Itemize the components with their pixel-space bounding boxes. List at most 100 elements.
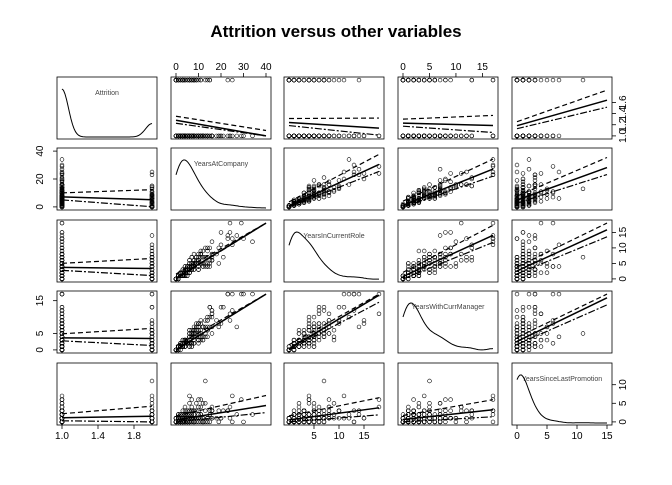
panel-YearsInCurrentRole-vs-YearsSinceLastPromotion [512,220,612,282]
data-point [515,78,519,82]
data-point [551,292,555,296]
data-point [377,134,381,138]
data-point [297,409,301,413]
data-point [533,246,537,250]
data-point [242,420,246,424]
panel-Attrition-vs-YearsSinceLastPromotion [512,77,612,139]
data-point [539,338,543,342]
data-point [174,134,178,138]
data-point [539,271,543,275]
data-point [188,401,192,405]
spread-line-upper [62,328,152,333]
regression-line [62,338,152,339]
data-point [342,394,346,398]
data-point [150,234,154,238]
data-point [327,194,331,198]
data-point [60,292,64,296]
regression-line [176,120,266,136]
data-point [312,405,316,409]
panel-frame [512,77,612,139]
data-point [557,292,561,296]
data-point [527,305,531,309]
data-point [347,292,351,296]
diagonal-label: YearsInCurrentRole [303,233,364,240]
data-point [545,78,549,82]
data-point [357,78,361,82]
data-point [317,405,321,409]
data-point [491,134,495,138]
data-point [230,237,234,241]
data-point [197,398,201,402]
regression-line [62,267,152,268]
data-point [401,78,405,82]
data-point [433,249,437,253]
data-point [327,134,331,138]
data-point [491,221,495,225]
data-point [527,78,531,82]
data-point [557,78,561,82]
data-point [347,134,351,138]
data-point [230,309,234,313]
data-point [60,401,64,405]
data-point [208,305,212,309]
data-point [322,379,326,383]
data-point [521,231,525,235]
data-point [235,325,239,329]
data-point [515,179,519,183]
panel-YearsWithCurrManager-vs-YearsWithCurrManager: YearsWithCurrManager [398,291,498,353]
spread-line-upper [517,90,607,122]
data-point [401,134,405,138]
data-point [444,134,448,138]
data-point [417,134,421,138]
data-point [539,172,543,176]
data-point [342,305,346,309]
data-point [438,134,442,138]
regression-line [62,416,152,418]
data-point [332,328,336,332]
data-point [515,315,519,319]
data-point [454,134,458,138]
data-point [438,234,442,238]
data-point [444,231,448,235]
data-point [347,158,351,162]
data-point [297,401,301,405]
data-point [150,170,154,174]
data-point [527,292,531,296]
data-point [194,401,198,405]
data-point [545,271,549,275]
data-point [337,134,341,138]
data-point [449,231,453,235]
data-point [312,78,316,82]
data-point [312,179,316,183]
data-point [228,405,232,409]
data-point [459,258,463,262]
data-point [533,179,537,183]
data-point [287,78,291,82]
data-point [251,240,255,244]
data-point [60,405,64,409]
spread-line-lower [62,421,152,422]
data-point [337,305,341,309]
panel-frame [398,291,498,353]
data-point [357,134,361,138]
data-point [515,309,519,313]
data-point [317,409,321,413]
panel-YearsAtCompany-vs-YearsAtCompany: YearsAtCompany [171,148,271,210]
regression-line [403,235,493,276]
panel-frame [398,220,498,282]
data-point [307,134,311,138]
data-point [465,134,469,138]
data-point [199,405,203,409]
data-point [422,134,426,138]
panel-frame [284,77,384,139]
data-point [352,134,356,138]
data-point [412,191,416,195]
data-point [557,170,561,174]
panel-YearsWithCurrManager-vs-Attrition [57,291,157,353]
data-point [228,231,232,235]
data-point [190,398,194,402]
data-point [412,78,416,82]
panel-YearsInCurrentRole-vs-YearsWithCurrManager [398,220,498,282]
